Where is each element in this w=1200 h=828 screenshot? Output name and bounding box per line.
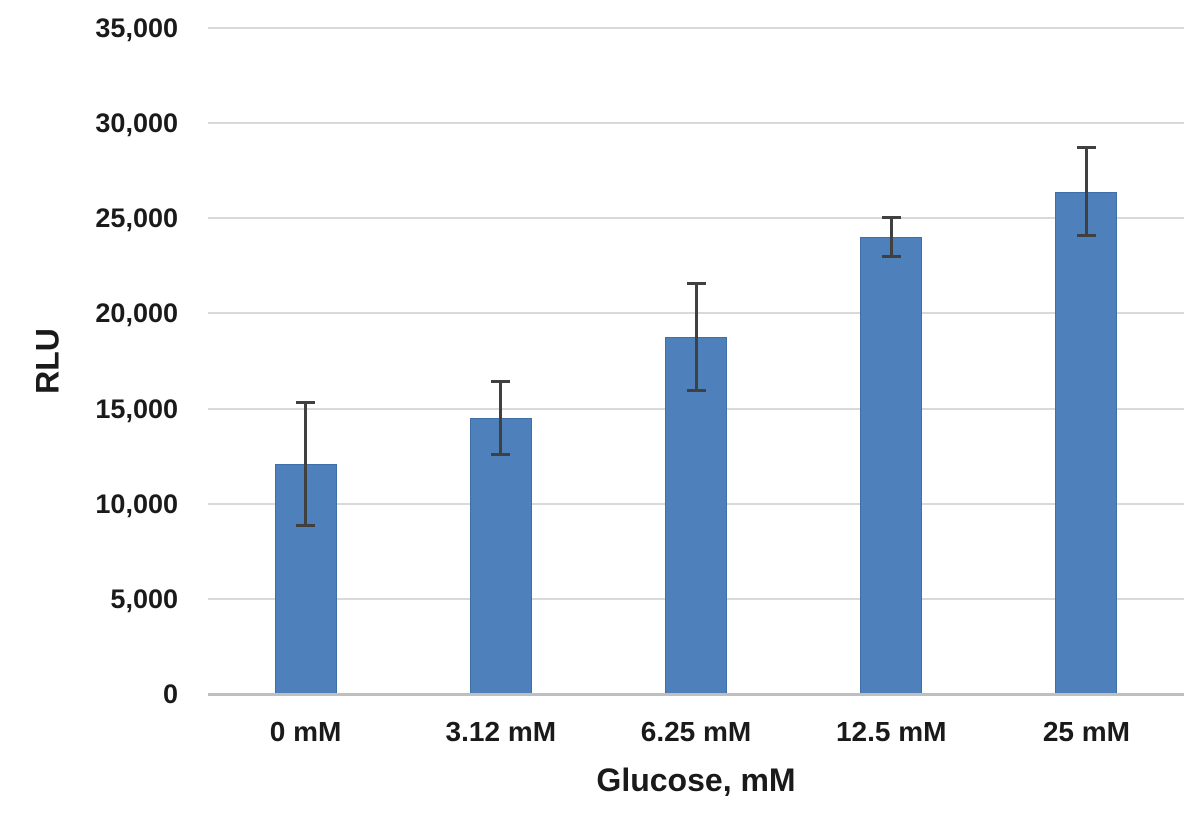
bar-6.25-mM	[665, 337, 727, 694]
error-bar-cap-bottom	[491, 453, 511, 457]
y-tick-label: 25,000	[95, 203, 178, 234]
bar-12.5-mM	[860, 237, 923, 694]
bar-25-mM	[1055, 191, 1118, 694]
error-bar-cap-bottom	[296, 523, 316, 527]
y-tick-label: 35,000	[95, 13, 178, 43]
y-tick-label: 20,000	[95, 298, 178, 329]
error-bar-line	[304, 401, 308, 526]
y-tick-label: 30,000	[95, 108, 178, 139]
error-bar-cap-top	[686, 281, 706, 285]
error-bar-line	[499, 380, 503, 456]
error-bar-line	[694, 282, 698, 392]
error-bar-cap-top	[296, 400, 316, 404]
x-tick-label: 6.25 mM	[640, 716, 752, 747]
y-axis-title: RLU	[29, 328, 66, 394]
error-bar-cap-bottom	[686, 389, 706, 393]
gridline	[208, 27, 1184, 29]
y-tick-label: 10,000	[95, 488, 178, 519]
error-bar-cap-bottom	[881, 255, 901, 259]
y-tick-label: 15,000	[95, 393, 178, 424]
error-bar-cap-top	[491, 379, 511, 383]
error-bar-cap-top	[881, 216, 901, 220]
gridline	[208, 122, 1184, 125]
y-tick-label: 0	[162, 679, 178, 709]
y-tick-label: 5,000	[110, 583, 178, 614]
bar-3.12-mM	[469, 418, 532, 694]
error-bar-cap-top	[1076, 145, 1096, 149]
x-tick-label: 0 mM	[269, 716, 342, 747]
x-axis-title: Glucose, mM	[596, 762, 796, 798]
error-bar-line	[889, 217, 893, 258]
error-bar-line	[1084, 146, 1088, 237]
x-axis-line	[208, 693, 1184, 696]
x-tick-label: 12.5 mM	[835, 716, 947, 747]
error-bar-cap-bottom	[1076, 234, 1096, 238]
x-tick-label: 3.12 mM	[445, 716, 557, 747]
x-tick-label: 25 mM	[1042, 716, 1130, 747]
gridline	[208, 217, 1184, 220]
